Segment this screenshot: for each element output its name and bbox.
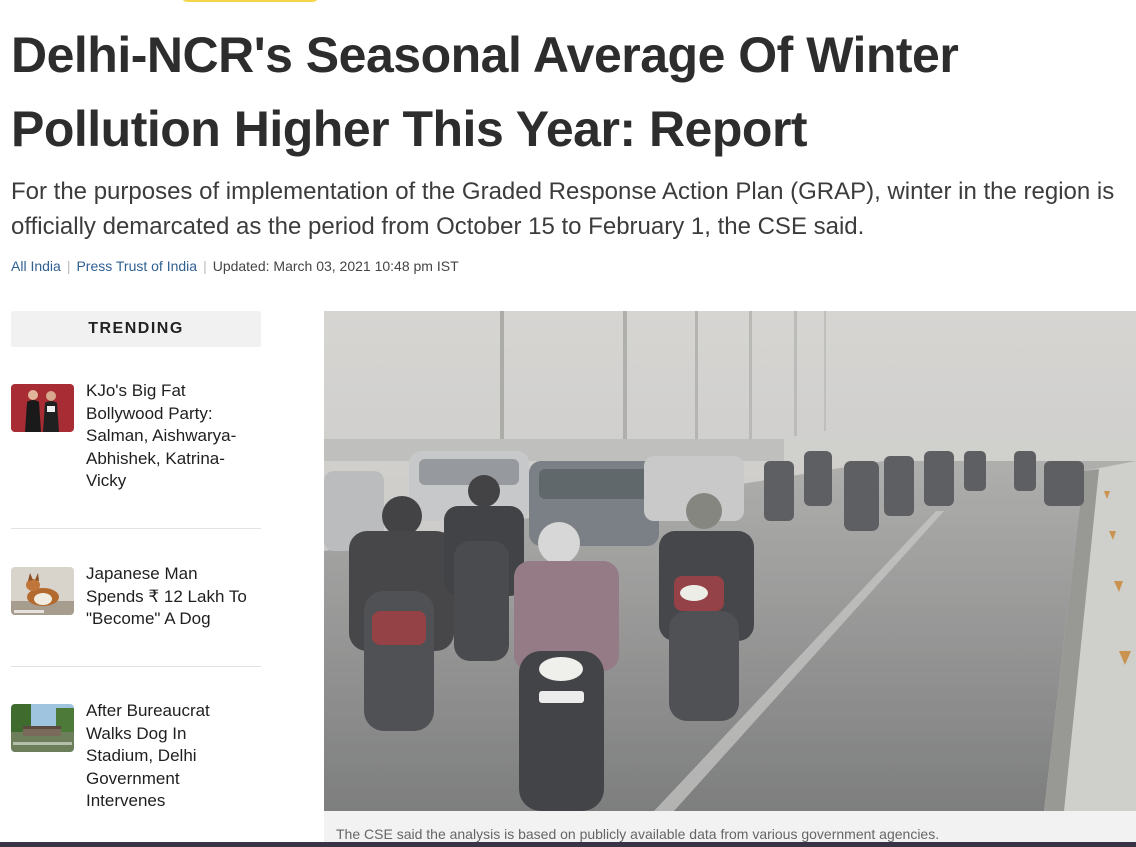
- author-link[interactable]: Press Trust of India: [76, 258, 198, 274]
- trending-title[interactable]: KJo's Big Fat Bollywood Party: Salman, A…: [86, 381, 237, 490]
- trending-thumbnail[interactable]: [11, 567, 74, 615]
- trending-heading: TRENDING: [11, 311, 261, 347]
- trending-thumbnail[interactable]: [11, 384, 74, 432]
- trending-item[interactable]: Japanese Man Spends ₹ 12 Lakh To "Become…: [11, 564, 261, 637]
- article-headline: Delhi-NCR's Seasonal Average Of Winter P…: [11, 27, 959, 157]
- article-summary: For the purposes of implementation of th…: [11, 178, 1115, 240]
- image-caption: The CSE said the analysis is based on pu…: [324, 811, 1136, 847]
- trending-item[interactable]: After Bureaucrat Walks Dog In Stadium, D…: [11, 701, 261, 814]
- article-hero-image: [324, 311, 1136, 811]
- trending-item[interactable]: KJo's Big Fat Bollywood Party: Salman, A…: [11, 381, 261, 494]
- category-link[interactable]: All India: [11, 258, 61, 274]
- divider: [11, 666, 261, 667]
- category-tag-strip: [180, 0, 320, 2]
- trending-title[interactable]: After Bureaucrat Walks Dog In Stadium, D…: [86, 701, 210, 810]
- divider: [11, 528, 261, 529]
- byline: All India | Press Trust of India | Updated: …: [11, 256, 459, 276]
- trending-thumbnail[interactable]: [11, 704, 74, 752]
- updated-timestamp: Updated: March 03, 2021 10:48 pm IST: [212, 258, 459, 274]
- bottom-bar: [0, 842, 1136, 847]
- trending-title[interactable]: Japanese Man Spends ₹ 12 Lakh To "Become…: [86, 564, 247, 628]
- byline-separator: |: [203, 258, 207, 274]
- byline-separator: |: [66, 258, 71, 274]
